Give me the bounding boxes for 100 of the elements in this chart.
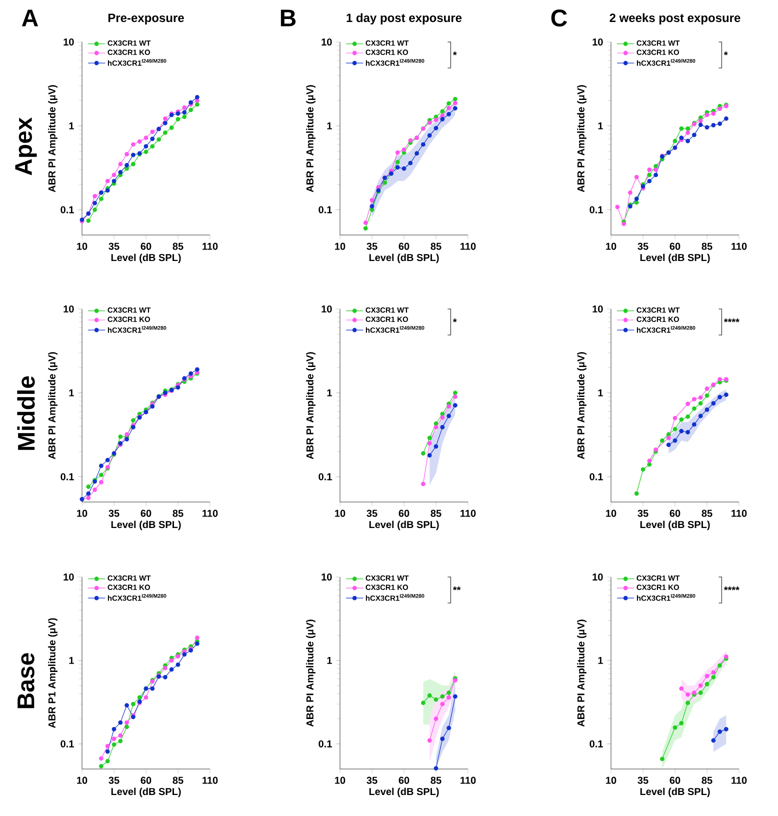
x-tick-label: 60: [140, 242, 152, 250]
y-tick-label: 0.1: [60, 473, 74, 480]
x-axis-title: Level (dB SPL): [111, 254, 181, 264]
y-tick-label: 10: [64, 573, 74, 581]
x-tick-label: 110: [202, 776, 218, 784]
y-tick-label: 10: [64, 38, 74, 46]
x-tick-label: 60: [670, 510, 680, 517]
x-tick-label: 10: [77, 776, 88, 784]
annotation: **: [452, 586, 461, 590]
x-axis-title: Level (dB SPL): [369, 520, 439, 530]
y-tick-label: 10: [592, 573, 603, 581]
y-tick-label: 1: [69, 389, 74, 396]
x-tick-label: 85: [430, 510, 442, 517]
chart-title: Pre-exposure: [108, 14, 184, 24]
x-tick-label: 110: [460, 776, 476, 784]
x-axis-title: Level (dB SPL): [640, 254, 710, 264]
x-tick-label: 85: [172, 776, 184, 784]
x-tick-label: 60: [398, 776, 410, 784]
chart-title: 2 weeks post exposure: [610, 13, 740, 24]
y-axis-title: ABR PI Amplitude (μV): [306, 620, 316, 727]
y-tick-label: 10: [322, 38, 332, 46]
x-tick-label: 85: [430, 242, 442, 250]
x-tick-label: 110: [460, 242, 476, 250]
x-tick-label: 85: [702, 510, 712, 517]
text: Middle: [17, 376, 35, 450]
y-tick-label: 0.1: [60, 740, 74, 748]
text: Apex: [15, 117, 37, 176]
x-tick-label: 35: [108, 242, 120, 250]
text: Base: [18, 653, 34, 708]
x-tick-label: 85: [430, 776, 442, 784]
x-tick-label: 35: [638, 510, 648, 517]
x-tick-label: 85: [172, 242, 184, 250]
x-axis-title: Level (dB SPL): [111, 788, 181, 798]
x-axis-title: Level (dB SPL): [369, 788, 439, 798]
y-tick-label: 10: [322, 305, 332, 313]
x-axis-title: Level (dB SPL): [111, 520, 181, 530]
y-tick-label: 0.1: [318, 206, 332, 214]
x-tick-label: 110: [732, 776, 747, 784]
x-tick-label: 35: [638, 776, 648, 784]
y-tick-label: 1: [327, 122, 332, 130]
y-axis-title: ABR PI Amplitude (μV): [577, 620, 586, 727]
y-tick-label: 1: [69, 656, 74, 664]
x-tick-label: 35: [108, 510, 120, 517]
x-tick-label: 110: [460, 510, 476, 517]
x-tick-label: 10: [77, 242, 88, 250]
text: C: [551, 10, 568, 26]
y-axis-title: ABR PI Amplitude (μV): [306, 352, 316, 460]
annotation: *: [452, 52, 457, 56]
y-tick-label: 1: [598, 656, 603, 664]
x-axis-title: Level (dB SPL): [369, 254, 439, 264]
y-tick-label: 1: [69, 122, 74, 130]
x-tick-label: 110: [202, 242, 218, 250]
x-tick-label: 60: [398, 510, 410, 517]
x-tick-label: 85: [702, 242, 712, 250]
x-axis-title: Level (dB SPL): [640, 788, 710, 798]
y-axis-title: ABR P1 Amplitude (μV): [48, 618, 58, 728]
y-tick-label: 0.1: [590, 473, 603, 480]
y-axis-title: ABR PI Amplitude (μV): [577, 85, 586, 192]
x-tick-label: 35: [366, 776, 378, 784]
x-tick-label: 60: [670, 242, 680, 250]
x-tick-label: 110: [732, 510, 747, 517]
x-tick-label: 35: [108, 776, 120, 784]
x-tick-label: 85: [172, 510, 184, 517]
y-tick-label: 10: [592, 38, 603, 46]
x-tick-label: 85: [702, 776, 712, 784]
y-tick-label: 1: [327, 389, 332, 396]
annotation: ****: [724, 586, 740, 590]
y-tick-label: 0.1: [590, 206, 603, 214]
text: B: [280, 10, 296, 26]
annotation: *: [724, 52, 728, 56]
y-axis-title: ABR PI Amplitude (μV): [306, 85, 316, 192]
x-axis-title: Level (dB SPL): [640, 520, 710, 530]
x-tick-label: 10: [335, 776, 346, 784]
y-tick-label: 10: [322, 573, 332, 581]
text: A: [22, 10, 38, 26]
y-tick-label: 0.1: [590, 740, 603, 748]
y-tick-label: 0.1: [318, 473, 332, 480]
y-tick-label: 0.1: [60, 206, 74, 214]
x-tick-label: 60: [140, 776, 152, 784]
x-tick-label: 35: [366, 510, 378, 517]
x-tick-label: 110: [202, 510, 218, 517]
x-tick-label: 10: [606, 242, 616, 250]
y-axis-title: ABR PI Amplitude (μV): [48, 85, 58, 192]
x-tick-label: 10: [335, 510, 346, 517]
y-tick-label: 10: [64, 305, 74, 313]
annotation: *: [452, 318, 457, 322]
x-tick-label: 10: [606, 510, 616, 517]
annotation: ****: [724, 318, 740, 322]
x-tick-label: 60: [670, 776, 680, 784]
x-tick-label: 10: [77, 510, 88, 517]
y-axis-title: ABR PI Amplitude (μV): [48, 352, 58, 460]
y-axis-title: ABR PI Amplitude (μV): [577, 352, 586, 460]
x-tick-label: 10: [335, 242, 346, 250]
y-tick-label: 0.1: [318, 740, 332, 748]
x-tick-label: 10: [606, 776, 616, 784]
x-tick-label: 35: [366, 242, 378, 250]
y-tick-label: 1: [598, 389, 603, 396]
y-tick-label: 10: [592, 305, 603, 313]
y-tick-label: 1: [598, 122, 603, 130]
x-tick-label: 35: [638, 242, 648, 250]
